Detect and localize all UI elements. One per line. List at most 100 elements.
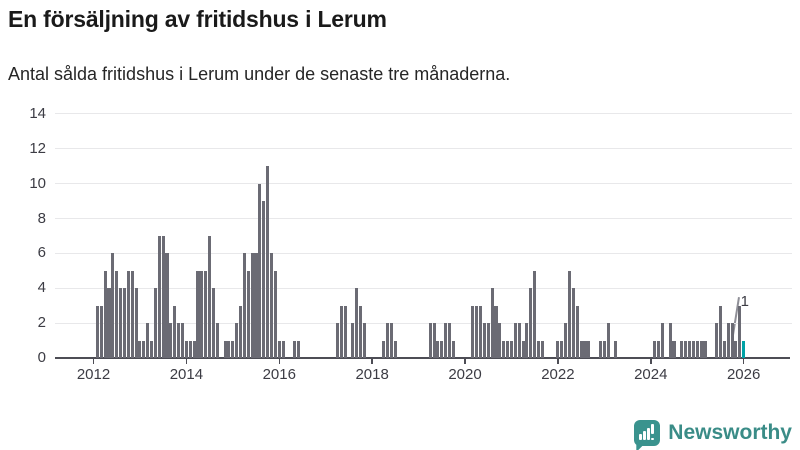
bar <box>587 340 591 358</box>
bar-value-annotation: 1 <box>740 293 749 310</box>
bar <box>389 323 394 358</box>
newsworthy-logo-icon <box>634 420 661 450</box>
bar <box>211 288 215 358</box>
x-tick-mark <box>464 359 466 364</box>
bar <box>126 270 130 358</box>
x-axis-label: 2012 <box>76 366 111 383</box>
gridline <box>55 218 792 220</box>
bar <box>575 305 579 358</box>
y-axis-label: 0 <box>37 349 46 366</box>
bar <box>567 270 572 358</box>
bar <box>177 323 181 358</box>
bar <box>571 288 575 358</box>
bar <box>215 323 219 358</box>
bar <box>540 340 544 358</box>
bar <box>99 305 103 358</box>
bar <box>715 323 719 358</box>
bar <box>490 288 494 358</box>
bar <box>355 288 359 358</box>
gridline <box>55 322 792 324</box>
bar <box>192 340 196 358</box>
bar <box>386 323 390 358</box>
bar <box>266 166 270 358</box>
bar <box>684 340 688 358</box>
bar <box>134 288 138 358</box>
bar <box>95 305 99 358</box>
bar <box>227 340 231 358</box>
bar <box>703 340 707 358</box>
bar <box>157 235 161 358</box>
bar <box>614 340 618 358</box>
bar <box>258 183 262 358</box>
bar <box>343 305 347 358</box>
bar <box>277 340 281 358</box>
bar <box>254 253 258 358</box>
bar <box>734 340 738 358</box>
y-axis-label: 12 <box>29 139 46 157</box>
bar <box>235 323 239 358</box>
bar <box>521 340 525 358</box>
bar <box>204 270 208 358</box>
x-tick-mark <box>742 359 745 364</box>
bar <box>150 340 154 358</box>
y-axis-label: 14 <box>29 104 46 122</box>
bar <box>223 340 227 358</box>
bar <box>699 340 703 358</box>
bar <box>502 340 506 358</box>
bar <box>533 270 537 358</box>
bar <box>672 340 676 358</box>
bar <box>339 305 343 358</box>
bar <box>188 340 192 358</box>
x-axis-label: 2024 <box>634 366 668 383</box>
bar <box>691 340 695 358</box>
newsworthy-logo: Newsworthy <box>634 420 792 450</box>
bar <box>393 340 397 358</box>
bar <box>262 201 266 358</box>
bar <box>482 323 486 358</box>
bar <box>119 288 123 358</box>
bar <box>598 340 602 358</box>
bar <box>382 340 386 358</box>
bar <box>498 323 502 358</box>
bar <box>451 340 455 358</box>
bar <box>103 270 107 358</box>
bar <box>208 235 212 358</box>
bar <box>529 288 533 358</box>
gridline <box>55 252 792 254</box>
newsworthy-logo-text: Newsworthy <box>668 421 792 444</box>
bar <box>436 340 440 358</box>
gridline <box>55 287 792 289</box>
bar <box>231 340 235 358</box>
bar <box>115 270 119 358</box>
bar <box>130 270 134 358</box>
bar <box>196 270 200 358</box>
bar <box>111 253 115 358</box>
bar <box>602 340 606 358</box>
bar <box>242 253 246 358</box>
x-tick-mark <box>557 359 559 364</box>
bar <box>269 253 274 358</box>
highlighted-bar <box>742 340 746 358</box>
bar <box>517 323 521 358</box>
bar <box>246 270 250 358</box>
bar <box>358 305 363 358</box>
x-axis-line <box>55 357 790 359</box>
bar <box>583 340 587 358</box>
x-axis-label: 2026 <box>726 366 761 383</box>
bar <box>494 305 498 358</box>
bar <box>351 323 355 358</box>
bar <box>161 235 165 358</box>
speech-bubble-tail <box>636 443 646 450</box>
bar <box>668 323 672 358</box>
bar <box>273 270 277 358</box>
bar <box>509 340 513 358</box>
bar <box>444 323 448 358</box>
bar <box>660 323 664 358</box>
bar <box>428 323 432 358</box>
bar <box>680 340 684 358</box>
y-axis-label: 6 <box>37 244 46 262</box>
x-tick-mark <box>278 359 280 364</box>
page-title: En försäljning av fritidshus i Lerum <box>8 6 387 32</box>
bar <box>180 323 185 358</box>
bar <box>447 323 452 358</box>
